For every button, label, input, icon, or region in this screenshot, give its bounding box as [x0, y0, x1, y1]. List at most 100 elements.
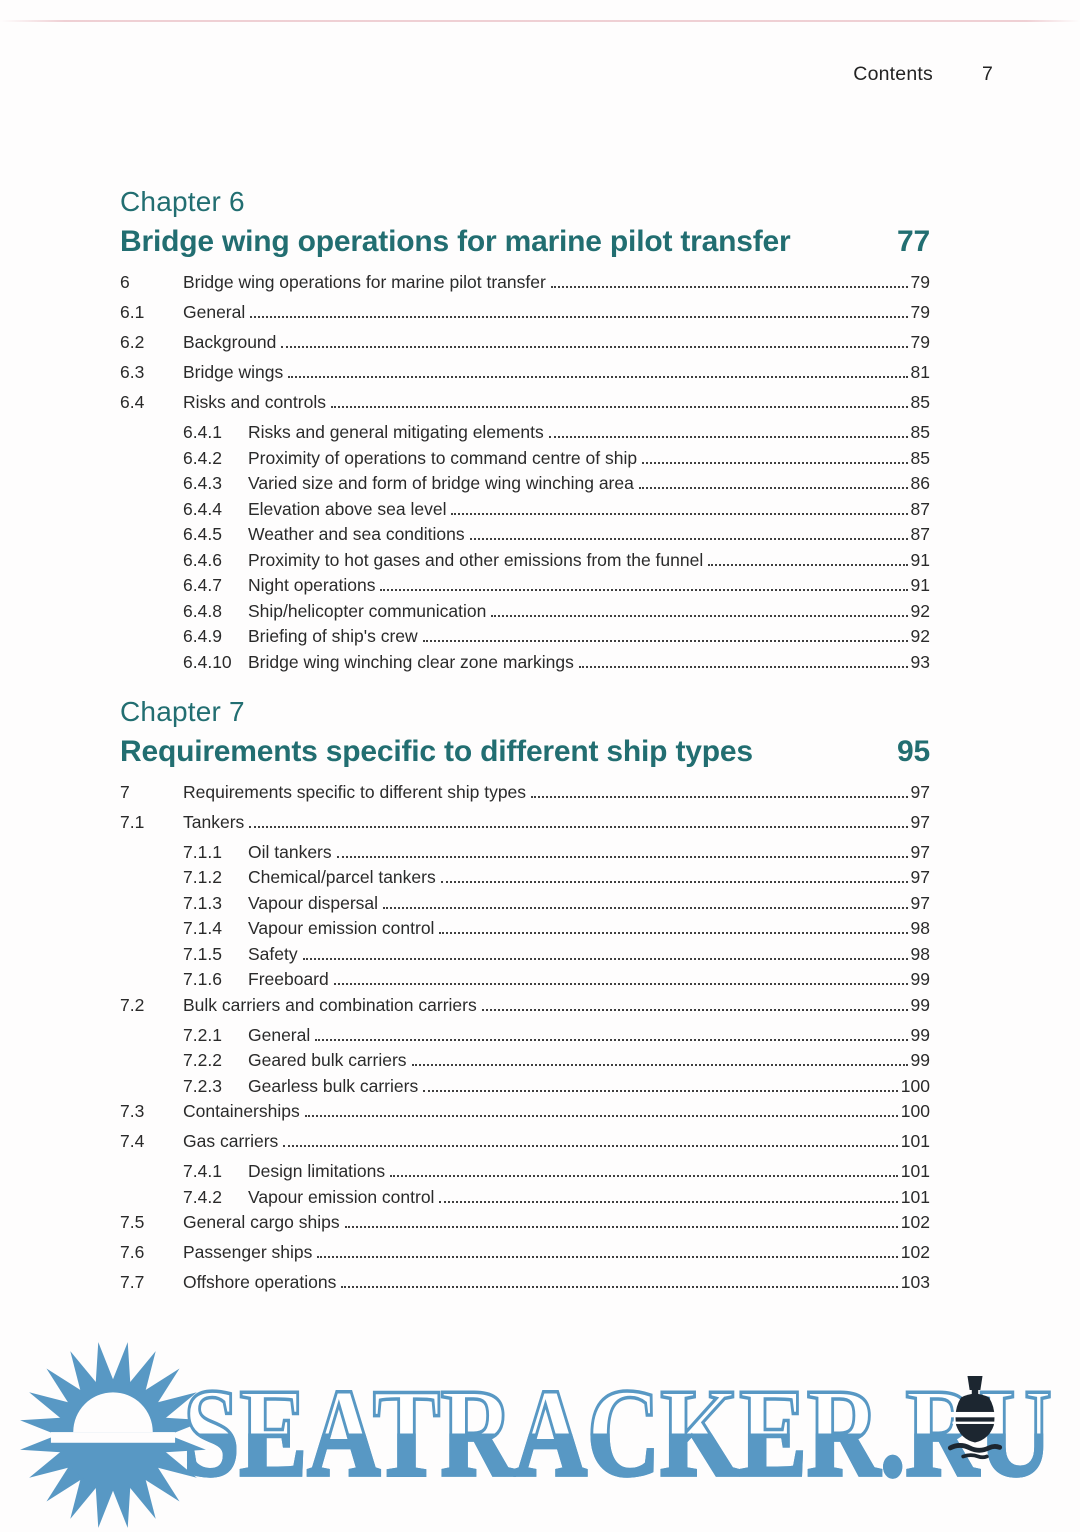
toc-entry: 7.1.3 Vapour dispersal 97 [120, 894, 930, 912]
entry-title: Weather and sea conditions [248, 524, 465, 544]
entry-number: 7.5 [120, 1212, 145, 1232]
chapter-page-number: 77 [897, 225, 930, 258]
entry-page-number: 93 [910, 651, 930, 672]
entry-title: General [183, 302, 246, 322]
entry-number: 7.4.2 [183, 1186, 222, 1207]
toc-entry: 6.2 Background 79 [120, 333, 930, 351]
toc-entry: 7 Requirements specific to different shi… [120, 783, 930, 801]
watermark-text-outline: SEATRACKER.RU [182, 1362, 1054, 1505]
entry-title: Bridge wings [183, 362, 284, 382]
dot-leader [341, 1286, 898, 1288]
dot-leader [249, 825, 908, 828]
dot-leader [481, 1008, 908, 1011]
entry-page-number: 79 [910, 302, 930, 322]
entry-number: 7.1.2 [183, 867, 222, 887]
entry-page-number: 79 [910, 332, 930, 352]
dot-leader [250, 316, 908, 318]
scan-artifact-line [0, 20, 1080, 22]
sailing-ship-icon [947, 1376, 1003, 1460]
entry-page-number: 87 [910, 498, 930, 519]
dot-leader [642, 461, 908, 464]
entry-number: 6.1 [120, 302, 145, 322]
entry-number: 6.4.8 [183, 600, 222, 621]
toc-entry: 7.7 Offshore operations 103 [120, 1273, 930, 1291]
toc-entry: 7.6 Passenger ships 102 [120, 1243, 930, 1261]
dot-leader [281, 346, 908, 348]
dot-leader [336, 855, 908, 858]
entry-title: Proximity to hot gases and other emissio… [248, 549, 704, 570]
toc-entry: 6.4.10 Bridge wing winching clear zone m… [120, 653, 930, 671]
entry-number: 7.1 [120, 811, 145, 832]
entry-page-number: 97 [910, 841, 930, 862]
dot-leader [548, 436, 908, 438]
entry-page-number: 85 [910, 447, 930, 468]
dot-leader [469, 538, 908, 540]
entry-page-number: 85 [910, 392, 930, 412]
entry-page-number: 102 [900, 1212, 930, 1232]
dot-leader [380, 589, 908, 591]
dot-leader [550, 286, 908, 288]
toc-entry: 7.5 General cargo ships 102 [120, 1213, 930, 1231]
entry-page-number: 91 [910, 549, 930, 570]
chapter-label: Chapter 7 [120, 695, 245, 727]
entry-title: Bridge wing winching clear zone markings [248, 651, 574, 672]
dot-leader [423, 1089, 898, 1092]
toc-entry: 7.2.3 Gearless bulk carriers 100 [120, 1077, 930, 1095]
entry-title: General [248, 1024, 311, 1045]
toc-entry: 6.1 General 79 [120, 303, 930, 321]
entry-number: 6.4.4 [183, 498, 222, 519]
entry-title: Vapour dispersal [248, 892, 379, 913]
entry-number: 6.4 [120, 392, 145, 412]
toc-entry: 7.4.1 Design limitations 101 [120, 1162, 930, 1180]
toc-entry: 7.4 Gas carriers 101 [120, 1132, 930, 1150]
dot-leader [390, 1175, 898, 1177]
chapter-title: Requirements specific to different ship … [120, 734, 753, 768]
entry-number: 6.4.9 [183, 626, 222, 646]
dot-leader [440, 881, 908, 883]
toc-entry: 6.4.3 Varied size and form of bridge win… [120, 474, 930, 492]
toc-entry: 7.2 Bulk carriers and combination carrie… [120, 996, 930, 1014]
entry-title: Chemical/parcel tankers [248, 867, 436, 887]
entry-number: 7.4.1 [183, 1161, 222, 1181]
entry-page-number: 99 [910, 994, 930, 1015]
entry-title: Gearless bulk carriers [248, 1075, 419, 1096]
entry-title: Gas carriers [183, 1131, 279, 1151]
entry-page-number: 99 [910, 1024, 930, 1045]
dot-leader [439, 932, 908, 934]
entry-title: General cargo ships [183, 1212, 340, 1232]
toc-entry: 6.4.4 Elevation above sea level 87 [120, 500, 930, 518]
dot-leader [411, 1064, 908, 1066]
dot-leader [383, 906, 908, 909]
entry-number: 7.2 [120, 994, 145, 1015]
entry-number: 7.1.1 [183, 841, 222, 862]
entry-page-number: 79 [910, 272, 930, 292]
entry-title: Design limitations [248, 1161, 386, 1181]
entry-page-number: 100 [900, 1075, 930, 1096]
entry-page-number: 97 [910, 781, 930, 802]
entry-title: Risks and controls [183, 392, 326, 412]
dot-leader [491, 614, 908, 617]
page-header: Contents 7 [853, 63, 993, 86]
toc-entry: 6.4.1 Risks and general mitigating eleme… [120, 423, 930, 441]
toc-entry: 7.2.2 Geared bulk carriers 99 [120, 1051, 930, 1069]
entry-title: Tankers [183, 811, 245, 832]
toc-entry: 6.4.9 Briefing of ship's crew 92 [120, 627, 930, 645]
chapter-label: Chapter 6 [120, 186, 245, 217]
entry-page-number: 99 [910, 969, 930, 989]
dot-leader [333, 983, 908, 985]
entry-page-number: 86 [910, 473, 930, 493]
dot-leader [317, 1256, 898, 1258]
entry-number: 6.4.5 [183, 524, 222, 544]
dot-leader [422, 640, 908, 642]
chapter-section: Chapter 7 Requirements specific to diffe… [120, 695, 930, 1292]
entry-page-number: 98 [910, 918, 930, 938]
entry-title: Varied size and form of bridge wing winc… [248, 473, 634, 493]
chapter-title: Bridge wing operations for marine pilot … [120, 225, 791, 258]
entry-number: 7.3 [120, 1101, 145, 1121]
entry-page-number: 97 [910, 867, 930, 887]
entry-title: Requirements specific to different ship … [183, 781, 527, 802]
toc-entry: 6 Bridge wing operations for marine pilo… [120, 273, 930, 291]
toc-entry: 7.1.6 Freeboard 99 [120, 970, 930, 988]
entry-title: Proximity of operations to command centr… [248, 447, 638, 468]
dot-leader [302, 957, 908, 960]
